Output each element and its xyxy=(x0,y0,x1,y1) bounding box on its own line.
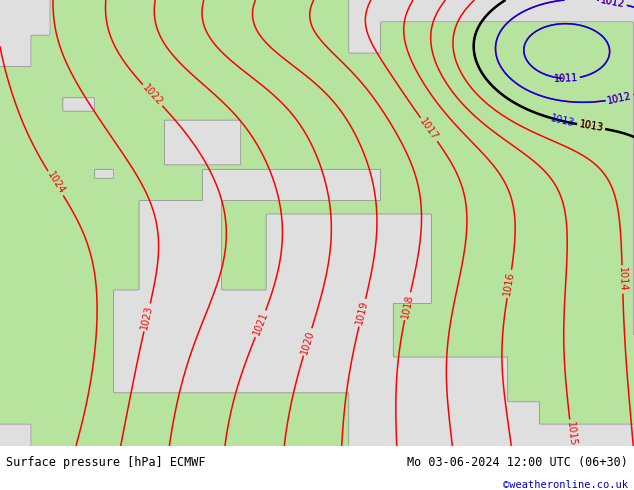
Text: 1021: 1021 xyxy=(252,311,269,337)
Text: 1016: 1016 xyxy=(503,271,516,297)
Text: 1017: 1017 xyxy=(418,117,440,143)
Text: 1011: 1011 xyxy=(553,73,578,84)
Text: 1013: 1013 xyxy=(578,120,604,134)
Text: 1012: 1012 xyxy=(600,0,626,9)
Text: 1018: 1018 xyxy=(400,293,415,319)
Text: Mo 03-06-2024 12:00 UTC (06+30): Mo 03-06-2024 12:00 UTC (06+30) xyxy=(407,456,628,469)
Text: 1011: 1011 xyxy=(553,73,578,84)
Text: Surface pressure [hPa] ECMWF: Surface pressure [hPa] ECMWF xyxy=(6,456,206,469)
Text: 1012: 1012 xyxy=(607,91,633,105)
Text: 1019: 1019 xyxy=(354,299,370,326)
Text: 1024: 1024 xyxy=(45,170,67,196)
Text: 1015: 1015 xyxy=(565,421,578,446)
Text: 1013: 1013 xyxy=(578,120,604,134)
Text: ©weatheronline.co.uk: ©weatheronline.co.uk xyxy=(503,480,628,490)
Text: 1012: 1012 xyxy=(600,0,626,9)
Text: 1013: 1013 xyxy=(550,113,576,129)
Text: 1012: 1012 xyxy=(607,91,633,105)
Text: 1014: 1014 xyxy=(617,267,628,292)
Text: 1023: 1023 xyxy=(139,304,155,330)
Text: 1020: 1020 xyxy=(299,329,316,355)
Text: 1022: 1022 xyxy=(141,83,165,108)
